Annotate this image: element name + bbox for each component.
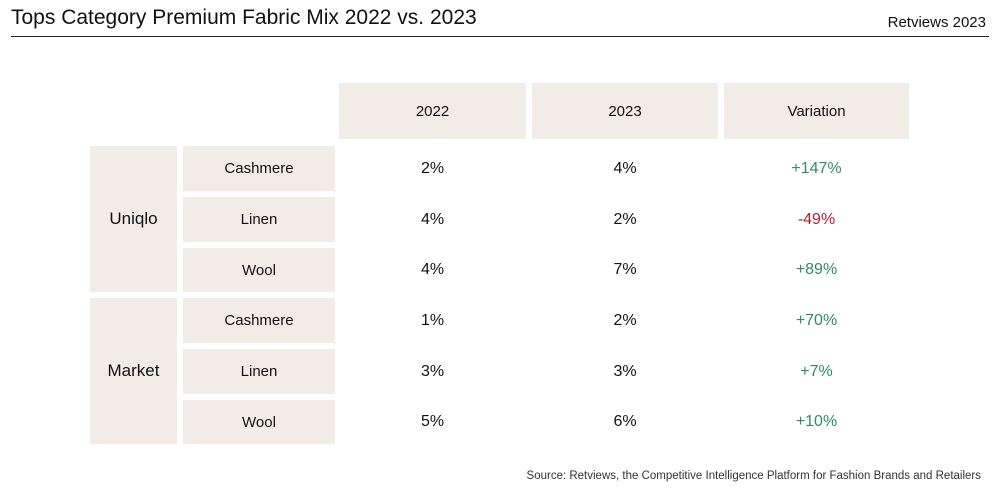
row-label: Wool (183, 400, 335, 444)
row-label: Linen (183, 349, 335, 394)
value-variation: +147% (791, 159, 842, 177)
column-header-2023: 2023 (532, 83, 718, 139)
row-label: Wool (183, 248, 335, 292)
value-2022: 4% (420, 210, 445, 228)
value-2023: 3% (613, 362, 637, 380)
value-2022: 1% (420, 311, 445, 329)
column-header-2022: 2022 (339, 83, 526, 139)
row-label: Linen (183, 197, 335, 242)
row-label: Cashmere (183, 146, 335, 191)
chart-title: Tops Category Premium Fabric Mix 2022 vs… (11, 6, 477, 29)
value-variation: +89% (795, 261, 838, 278)
value-2022: 4% (420, 261, 445, 278)
brand-label: Retviews 2023 (887, 14, 986, 31)
column-header-variation: Variation (724, 83, 909, 139)
source-note: Source: Retviews, the Competitive Intell… (526, 470, 981, 482)
value-variation: -49% (797, 210, 836, 228)
value-variation: +70% (795, 311, 838, 329)
header: Tops Category Premium Fabric Mix 2022 vs… (11, 0, 989, 37)
row-label: Cashmere (183, 298, 335, 343)
value-variation: +10% (795, 413, 838, 430)
group-label-uniqlo: Uniqlo (90, 146, 177, 292)
value-2022: 5% (420, 413, 445, 430)
value-2023: 4% (613, 159, 637, 177)
value-2023: 2% (613, 311, 637, 329)
value-variation: +7% (800, 362, 833, 380)
value-2023: 7% (613, 261, 637, 278)
value-2022: 3% (420, 362, 445, 380)
value-2023: 6% (613, 413, 637, 430)
group-label-market: Market (90, 298, 177, 444)
value-2022: 2% (420, 159, 445, 177)
value-2023: 2% (613, 210, 637, 228)
